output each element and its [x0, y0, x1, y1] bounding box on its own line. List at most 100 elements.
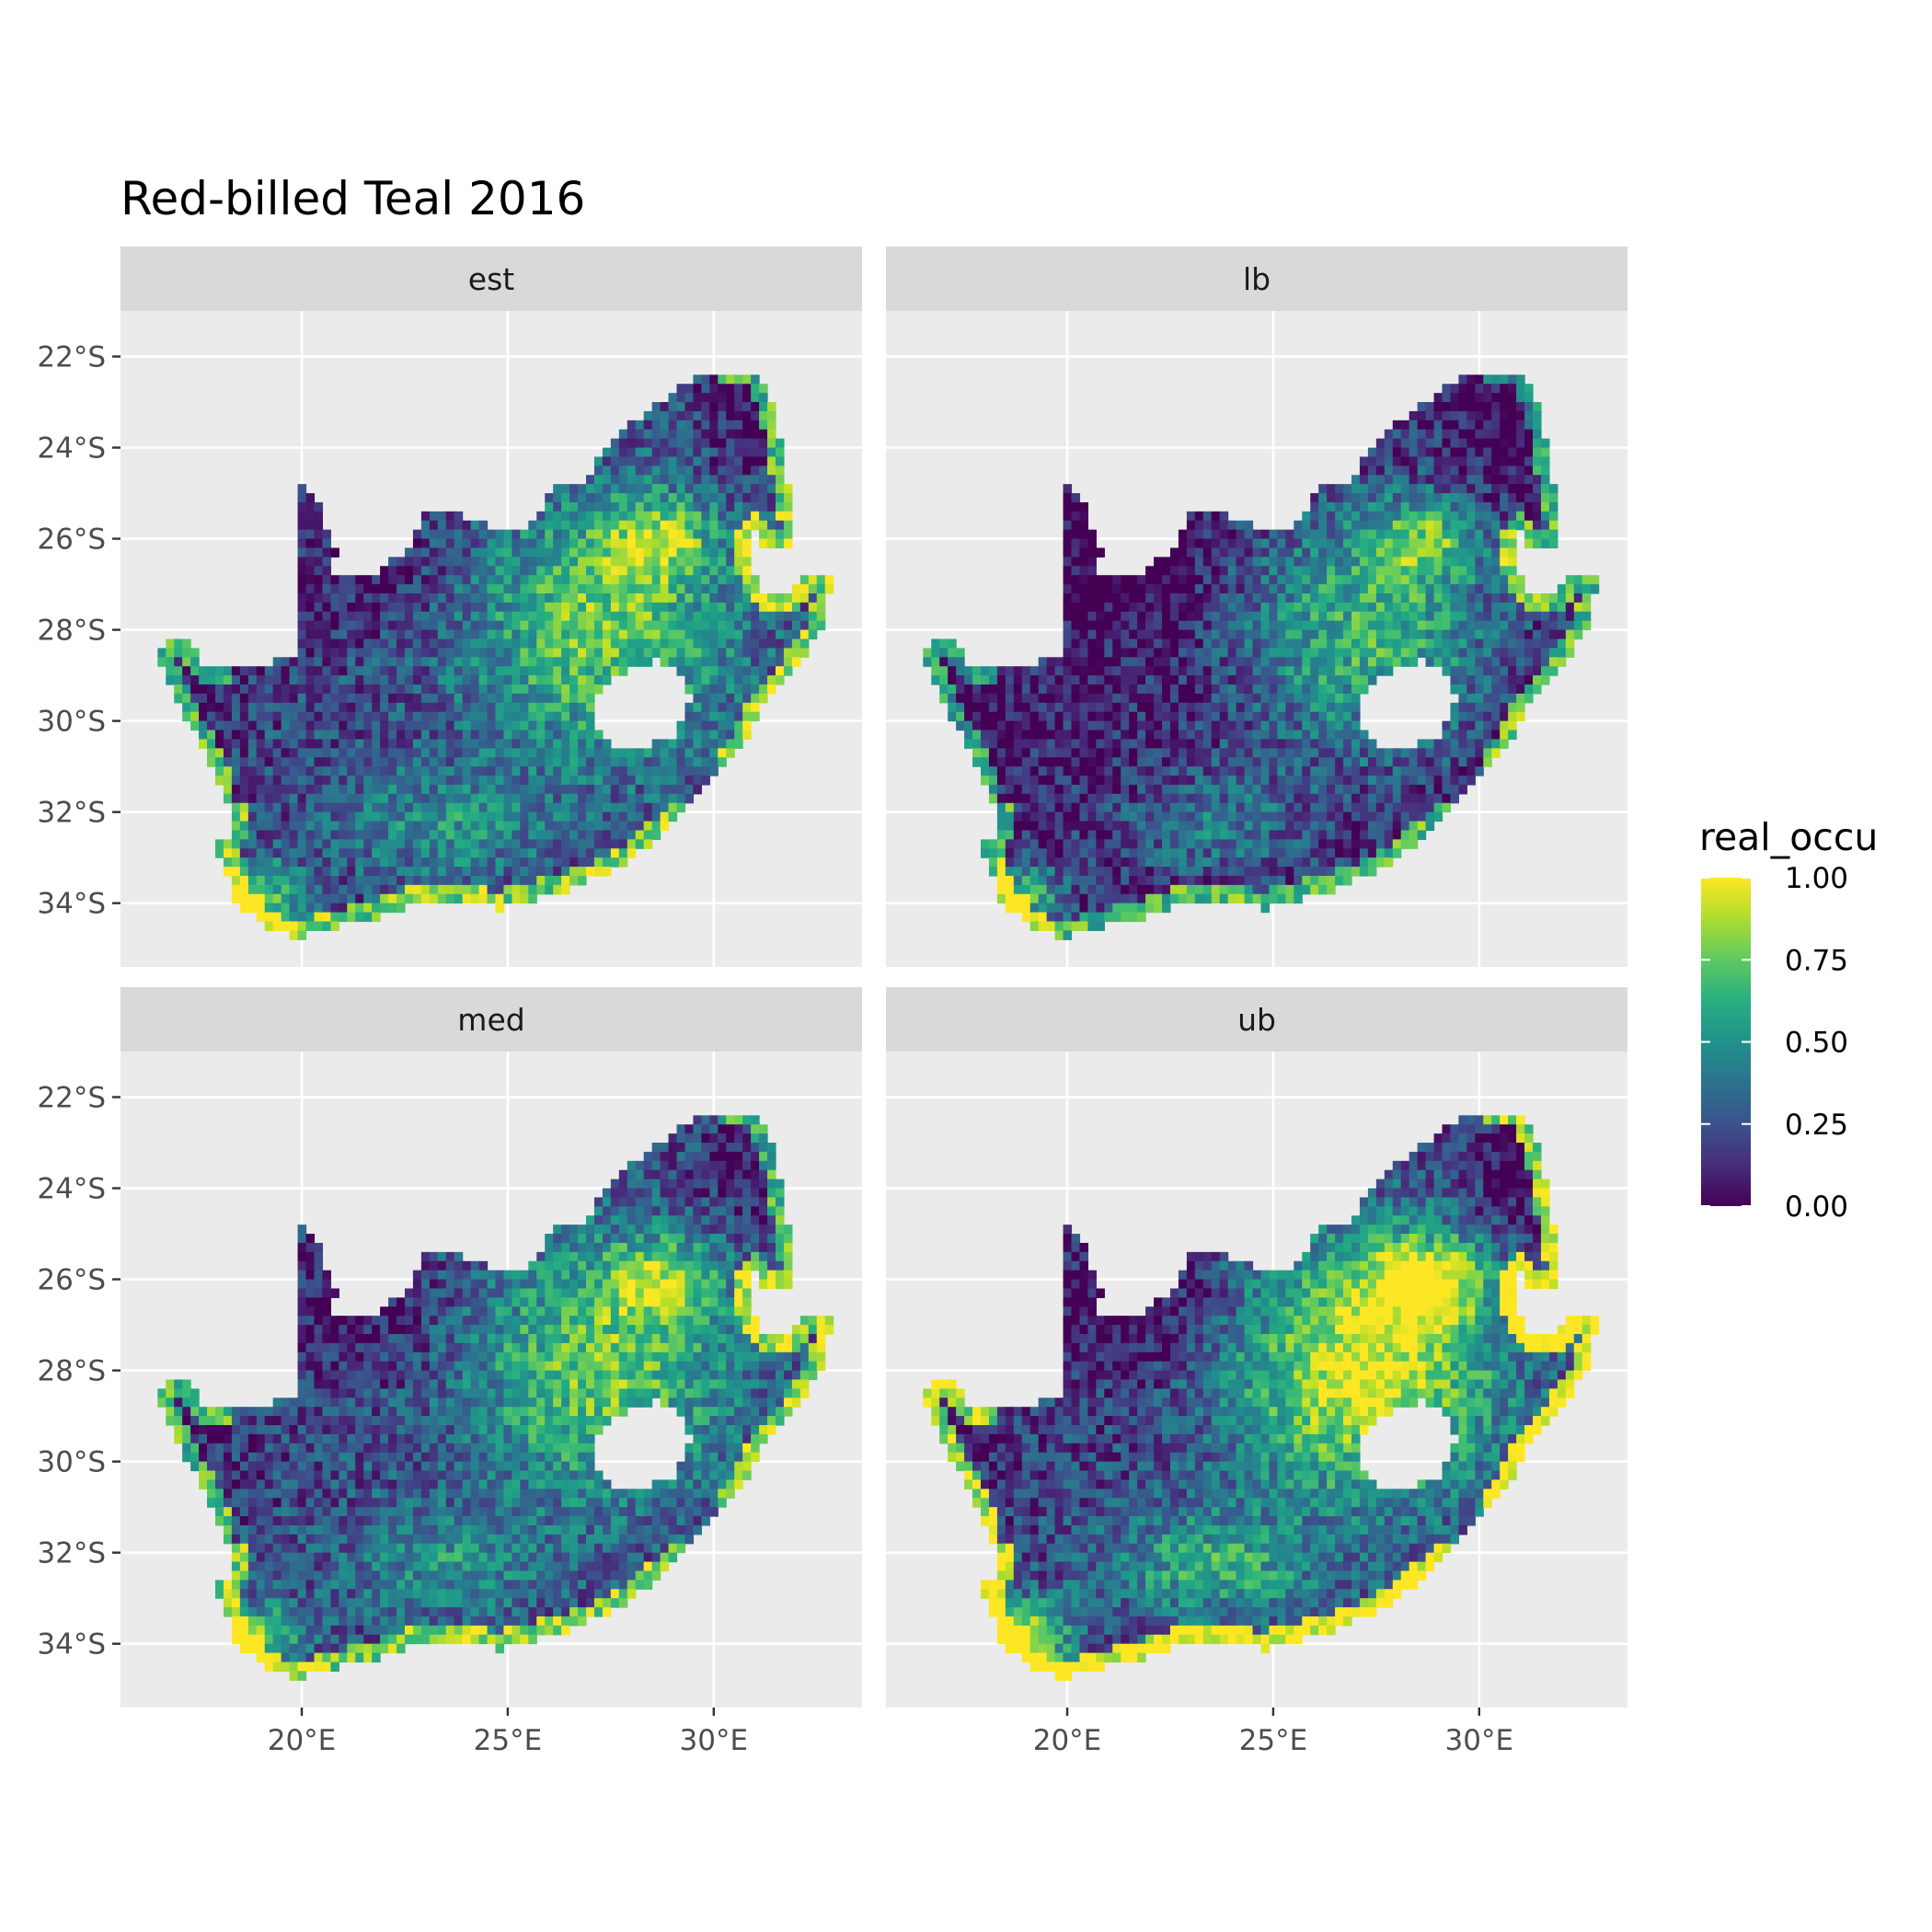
raster-cell: [1154, 720, 1163, 731]
raster-cell: [462, 629, 472, 640]
raster-cell: [247, 684, 258, 695]
raster-cell: [1079, 693, 1089, 704]
raster-cell: [1169, 811, 1179, 822]
raster-cell: [1260, 657, 1271, 667]
raster-cell: [734, 638, 743, 650]
raster-cell: [305, 702, 316, 713]
raster-cell: [478, 893, 489, 904]
raster-cell: [305, 830, 316, 840]
raster-cell: [478, 739, 489, 749]
raster-cell: [684, 475, 695, 485]
raster-cell: [339, 884, 348, 895]
raster-cell: [1137, 575, 1146, 585]
raster-cell: [726, 648, 735, 658]
raster-cell: [372, 784, 381, 795]
raster-cell: [1359, 830, 1369, 840]
raster-cell: [1318, 566, 1328, 576]
raster-cell: [1310, 648, 1319, 658]
raster-cell: [1046, 912, 1056, 923]
raster-cell: [1302, 566, 1311, 576]
raster-cell: [767, 529, 776, 540]
raster-cell: [1186, 748, 1196, 758]
raster-cell: [207, 702, 216, 713]
raster-cell: [1227, 720, 1237, 731]
raster-cell: [1137, 584, 1146, 594]
raster-cell: [264, 875, 274, 886]
raster-cell: [1137, 592, 1146, 604]
raster-cell: [536, 657, 546, 667]
raster-cell: [709, 493, 719, 503]
raster-cell: [1384, 484, 1394, 494]
raster-cell: [462, 811, 472, 822]
raster-cell: [585, 529, 595, 540]
raster-cell: [1244, 893, 1254, 904]
raster-cell: [1227, 538, 1237, 549]
raster-cell: [1211, 547, 1221, 558]
raster-cell: [1096, 584, 1105, 594]
raster-cell: [693, 748, 702, 758]
raster-cell: [1335, 501, 1344, 512]
raster-cell: [1079, 867, 1089, 877]
raster-cell: [1384, 592, 1394, 604]
raster-cell: [199, 666, 208, 676]
raster-cell: [322, 912, 331, 923]
raster-cell: [503, 648, 512, 658]
raster-cell: [1071, 884, 1081, 895]
raster-cell: [635, 484, 645, 494]
raster-cell: [1145, 802, 1155, 813]
raster-cell: [322, 629, 331, 640]
raster-cell: [635, 802, 645, 813]
raster-cell: [536, 638, 546, 650]
raster-cell: [1054, 875, 1064, 886]
raster-cell: [528, 648, 537, 658]
raster-cell: [1186, 547, 1196, 558]
raster-cell: [404, 884, 414, 895]
raster-cell: [454, 802, 464, 813]
raster-cell: [1145, 657, 1155, 667]
raster-cell: [495, 739, 505, 749]
raster-cell: [1375, 629, 1386, 640]
raster-cell: [553, 748, 562, 758]
raster-cell: [1425, 501, 1435, 512]
raster-cell: [1038, 711, 1048, 722]
raster-cell: [1277, 638, 1286, 650]
raster-cell: [437, 730, 447, 741]
raster-cell: [1162, 730, 1171, 741]
raster-cell: [1384, 857, 1394, 868]
raster-cell: [1400, 784, 1410, 795]
raster-cell: [322, 675, 331, 685]
raster-cell: [1219, 839, 1229, 849]
raster-cell: [651, 520, 661, 531]
raster-cell: [578, 592, 587, 604]
raster-cell: [445, 893, 455, 904]
raster-cell: [1236, 557, 1246, 567]
raster-cell: [454, 648, 464, 658]
raster-cell: [1327, 757, 1336, 767]
raster-cell: [1194, 675, 1204, 685]
raster-cell: [1038, 848, 1048, 858]
raster-cell: [1294, 657, 1303, 667]
raster-cell: [1252, 857, 1262, 868]
raster-cell: [1244, 848, 1254, 858]
raster-cell: [495, 547, 505, 558]
raster-cell: [1285, 730, 1294, 741]
raster-cell: [503, 739, 512, 749]
raster-cell: [635, 757, 645, 767]
raster-cell: [684, 393, 695, 403]
raster-cell: [1145, 748, 1155, 758]
raster-cell: [1186, 620, 1196, 631]
raster-cell: [1087, 802, 1097, 813]
raster-cell: [709, 529, 719, 540]
raster-cell: [190, 702, 200, 713]
raster-cell: [437, 839, 447, 849]
raster-cell: [495, 638, 505, 650]
raster-cell: [397, 666, 406, 676]
raster-cell: [1392, 757, 1402, 767]
raster-cell: [1202, 893, 1213, 904]
raster-cell: [759, 520, 768, 531]
raster-cell: [1269, 793, 1278, 804]
raster-cell: [1071, 493, 1081, 503]
raster-cell: [412, 611, 422, 622]
raster-cell: [339, 602, 348, 613]
raster-cell: [1236, 748, 1246, 758]
